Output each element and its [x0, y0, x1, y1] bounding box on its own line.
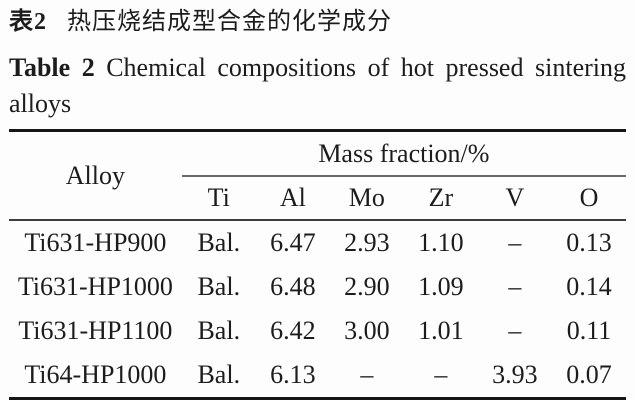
table-cell: 2.90	[344, 272, 390, 301]
table-cell: 3.00	[344, 316, 390, 345]
column-header-alloy: Alloy	[9, 130, 182, 221]
table-cell: 1.10	[418, 228, 464, 257]
table-row: Ti64-HP1000 Bal. 6.13 – – 3.93 0.07	[9, 353, 626, 399]
caption-word: 2	[81, 53, 95, 82]
table-cell: –	[508, 272, 522, 301]
table-row: Ti631-HP1100 Bal. 6.42 3.00 1.01 – 0.11	[9, 309, 626, 353]
column-header-zr: Zr	[403, 176, 478, 221]
column-header-mo: Mo	[329, 176, 404, 221]
table-caption-english-line1: Table 2 Chemical compositions of hot pre…	[9, 51, 626, 84]
table-cell: 6.13	[270, 360, 316, 389]
column-header-o: O	[551, 176, 626, 221]
table-title-chinese: 表2 热压烧结成型合金的化学成分	[9, 6, 626, 38]
table-cell: 6.48	[270, 272, 316, 301]
table-cell: Bal.	[197, 316, 241, 345]
table-cell: 0.11	[566, 316, 612, 345]
column-header-al: Al	[255, 176, 330, 221]
table-row: Ti631-HP1000 Bal. 6.48 2.90 1.09 – 0.14	[9, 265, 626, 309]
caption-word: of	[367, 53, 390, 82]
column-header-v: V	[477, 176, 552, 221]
table-caption-english-line2: alloys	[9, 89, 72, 118]
table-cell: 6.42	[270, 316, 316, 345]
caption-word: hot	[400, 53, 434, 82]
table-cell: –	[508, 316, 522, 345]
table-cell: 0.07	[566, 360, 612, 389]
column-group-header-mass-fraction: Mass fraction/%	[181, 130, 626, 177]
caption-word: compositions	[217, 53, 357, 82]
alloy-name-cell: Ti64-HP1000	[24, 360, 167, 389]
column-header-ti: Ti	[181, 176, 256, 221]
chemical-composition-table: Alloy Mass fraction/% Ti Al Mo Zr V O Ti…	[9, 129, 626, 400]
caption-word: pressed	[445, 53, 524, 82]
table-row: Ti631-HP900 Bal. 6.47 2.93 1.10 – 0.13	[9, 220, 626, 265]
table-cell: 0.13	[566, 228, 612, 257]
table-cell: Bal.	[197, 272, 241, 301]
table-cell: 2.93	[344, 228, 390, 257]
table-cell: 3.93	[492, 360, 538, 389]
caption-word: sintering	[535, 53, 626, 82]
table-cell: –	[508, 228, 522, 257]
alloy-name-cell: Ti631-HP1000	[17, 272, 173, 301]
table-cell: 1.09	[418, 272, 464, 301]
table-number-cn: 表2	[9, 9, 47, 35]
table-cell: –	[434, 360, 448, 389]
table-cell: Bal.	[197, 360, 241, 389]
table-title-cn-text: 热压烧结成型合金的化学成分	[67, 9, 392, 35]
table-cell: 1.01	[418, 316, 464, 345]
caption-word: Chemical	[106, 53, 206, 82]
caption-word: Table	[9, 53, 71, 82]
alloy-name-cell: Ti631-HP1100	[18, 316, 173, 345]
table-cell: 6.47	[270, 228, 316, 257]
alloy-name-cell: Ti631-HP900	[24, 228, 167, 257]
table-cell: Bal.	[197, 228, 241, 257]
table-cell: –	[360, 360, 374, 389]
table-cell: 0.14	[566, 272, 612, 301]
